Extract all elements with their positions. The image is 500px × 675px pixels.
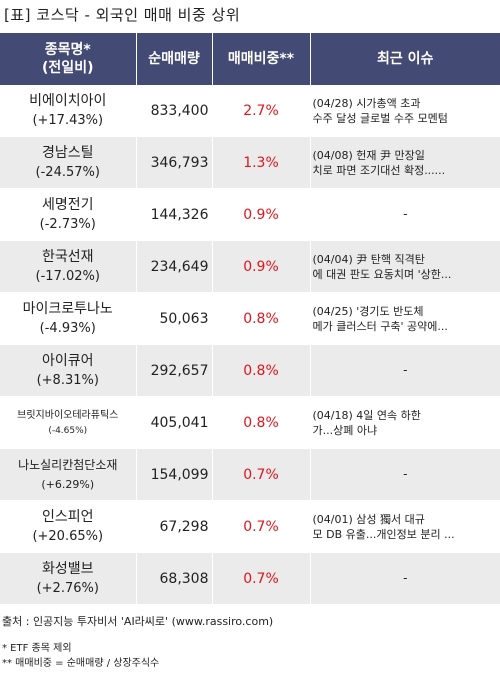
header-issue: 최근 이슈 <box>310 33 500 85</box>
issue-line-2: 에 대권 판도 요동치며 '상한... <box>312 267 452 281</box>
net-volume: 234,649 <box>136 240 213 293</box>
stock-name: 나노실리칸첨단소재 <box>18 457 118 472</box>
issue-cell: (04/18) 4일 연속 하한 가...상폐 아냐 <box>310 396 500 449</box>
net-volume: 292,657 <box>136 344 213 397</box>
price-change: (-24.57%) <box>35 164 100 180</box>
stock-name-cell: 마이크로투나노 (-4.93%) <box>0 292 137 345</box>
header-ratio: 매매비중** <box>212 33 311 85</box>
stock-name-cell: 나노실리칸첨단소재 (+6.29%) <box>0 448 137 501</box>
trade-ratio: 0.9% <box>212 240 311 293</box>
price-change: (+20.65%) <box>32 528 104 544</box>
issue-empty: - <box>310 188 500 241</box>
stock-name-cell: 비에이치아이 (+17.43%) <box>0 85 137 137</box>
issue-empty: - <box>310 448 500 501</box>
table-row: 나노실리칸첨단소재 (+6.29%) 154,099 0.7% - <box>0 448 500 501</box>
table-row: 브릿지바이오테라퓨틱스 (-4.65%) 405,041 0.8% (04/18)… <box>0 396 500 449</box>
issue-line-2: 수주 달성 글로벌 수주 모멘텀 <box>312 111 448 125</box>
price-change: (+17.43%) <box>32 112 104 128</box>
header-volume: 순매매량 <box>136 33 213 85</box>
issue-line-1: (04/04) 尹 탄핵 직격탄 <box>312 252 425 266</box>
header-name-line2: (전일비) <box>42 60 94 76</box>
net-volume: 68,308 <box>136 552 213 605</box>
net-volume: 144,326 <box>136 188 213 241</box>
issue-cell: (04/08) 헌재 尹 만장일 치로 파면 조기대선 확정...... <box>310 136 500 189</box>
price-change: (+6.29%) <box>41 477 95 491</box>
table-row: 한국선재 (-17.02%) 234,649 0.9% (04/04) 尹 탄핵 … <box>0 240 500 293</box>
stock-name-cell: 브릿지바이오테라퓨틱스 (-4.65%) <box>0 396 137 449</box>
net-volume: 346,793 <box>136 136 213 189</box>
stock-name: 비에이치아이 <box>29 92 107 109</box>
stock-name-cell: 세명전기 (-2.73%) <box>0 188 137 241</box>
issue-cell: (04/04) 尹 탄핵 직격탄 에 대권 판도 요동치며 '상한... <box>310 240 500 293</box>
table-row: 비에이치아이 (+17.43%) 833,400 2.7% (04/28) 시가총… <box>0 85 500 137</box>
issue-line-1: (04/01) 삼성 獨서 대규 <box>312 512 425 526</box>
stock-name-cell: 경남스틸 (-24.57%) <box>0 136 137 189</box>
trade-ratio: 0.8% <box>212 292 311 345</box>
net-volume: 67,298 <box>136 500 213 553</box>
issue-line-1: (04/08) 헌재 尹 만장일 <box>312 148 425 162</box>
price-change: (-2.73%) <box>39 216 96 232</box>
table-row: 아이큐어 (+8.31%) 292,657 0.8% - <box>0 344 500 397</box>
issue-line-1: (04/25) '경기도 반도체 <box>312 304 424 318</box>
foreign-trading-table: 종목명* (전일비) 순매매량 매매비중** 최근 이슈 비에이치아이 (+17.… <box>0 33 500 605</box>
issue-empty: - <box>310 344 500 397</box>
price-change: (-4.93%) <box>39 320 96 336</box>
trade-ratio: 2.7% <box>212 85 311 137</box>
stock-name-cell: 아이큐어 (+8.31%) <box>0 344 137 397</box>
issue-cell: (04/25) '경기도 반도체 메가 클러스터 구축' 공약에... <box>310 292 500 345</box>
net-volume: 154,099 <box>136 448 213 501</box>
issue-line-2: 모 DB 유출...개인정보 분리 ... <box>312 527 455 541</box>
page-title: [표] 코스닥 - 외국인 매매 비중 상위 <box>4 6 241 24</box>
stock-name: 한국선재 <box>41 248 94 265</box>
stock-name: 아이큐어 <box>41 352 94 369</box>
table-row: 인스피언 (+20.65%) 67,298 0.7% (04/01) 삼성 獨서 … <box>0 500 500 553</box>
trade-ratio: 0.8% <box>212 396 311 449</box>
issue-line-1: (04/18) 4일 연속 하한 <box>312 408 421 422</box>
table-row: 경남스틸 (-24.57%) 346,793 1.3% (04/08) 헌재 尹 … <box>0 136 500 189</box>
net-volume: 50,063 <box>136 292 213 345</box>
footnote-etf: * ETF 종목 제외 <box>2 643 72 654</box>
issue-line-2: 가...상폐 아냐 <box>312 423 378 437</box>
stock-name: 브릿지바이오테라퓨틱스 <box>17 409 119 421</box>
trade-ratio: 0.8% <box>212 344 311 397</box>
price-change: (+8.31%) <box>36 372 99 388</box>
issue-line-2: 메가 클러스터 구축' 공약에... <box>312 319 448 333</box>
trade-ratio: 1.3% <box>212 136 311 189</box>
source-note: 출처 : 인공지능 투자비서 'AI라씨로' (www.rassiro.com) <box>2 615 274 628</box>
net-volume: 405,041 <box>136 396 213 449</box>
table-header-row: 종목명* (전일비) 순매매량 매매비중** 최근 이슈 <box>0 33 500 85</box>
price-change: (-17.02%) <box>35 268 100 284</box>
price-change: (-4.65%) <box>48 425 88 436</box>
stock-name-cell: 인스피언 (+20.65%) <box>0 500 137 553</box>
issue-empty: - <box>310 552 500 605</box>
issue-cell: (04/28) 시가총액 초과 수주 달성 글로벌 수주 모멘텀 <box>310 85 500 137</box>
stock-name: 화성밸브 <box>41 560 94 577</box>
table-row: 화성밸브 (+2.76%) 68,308 0.7% - <box>0 552 500 605</box>
trade-ratio: 0.7% <box>212 552 311 605</box>
price-change: (+2.76%) <box>36 580 99 596</box>
table-row: 세명전기 (-2.73%) 144,326 0.9% - <box>0 188 500 241</box>
issue-line-2: 치로 파면 조기대선 확정...... <box>312 163 446 177</box>
stock-name: 인스피언 <box>41 508 94 525</box>
trade-ratio: 0.7% <box>212 448 311 501</box>
trade-ratio: 0.7% <box>212 500 311 553</box>
stock-name: 세명전기 <box>41 196 94 213</box>
issue-line-1: (04/28) 시가총액 초과 <box>312 96 421 110</box>
header-name-line1: 종목명* <box>44 42 91 58</box>
footnote-ratio: ** 매매비중 = 순매매량 / 상장주식수 <box>2 658 160 669</box>
stock-name-cell: 화성밸브 (+2.76%) <box>0 552 137 605</box>
stock-name: 경남스틸 <box>41 144 94 161</box>
stock-name-cell: 한국선재 (-17.02%) <box>0 240 137 293</box>
trade-ratio: 0.9% <box>212 188 311 241</box>
net-volume: 833,400 <box>136 85 213 137</box>
table-row: 마이크로투나노 (-4.93%) 50,063 0.8% (04/25) '경기도… <box>0 292 500 345</box>
header-name: 종목명* (전일비) <box>0 33 137 85</box>
stock-name: 마이크로투나노 <box>22 300 113 317</box>
issue-cell: (04/01) 삼성 獨서 대규 모 DB 유출...개인정보 분리 ... <box>310 500 500 553</box>
